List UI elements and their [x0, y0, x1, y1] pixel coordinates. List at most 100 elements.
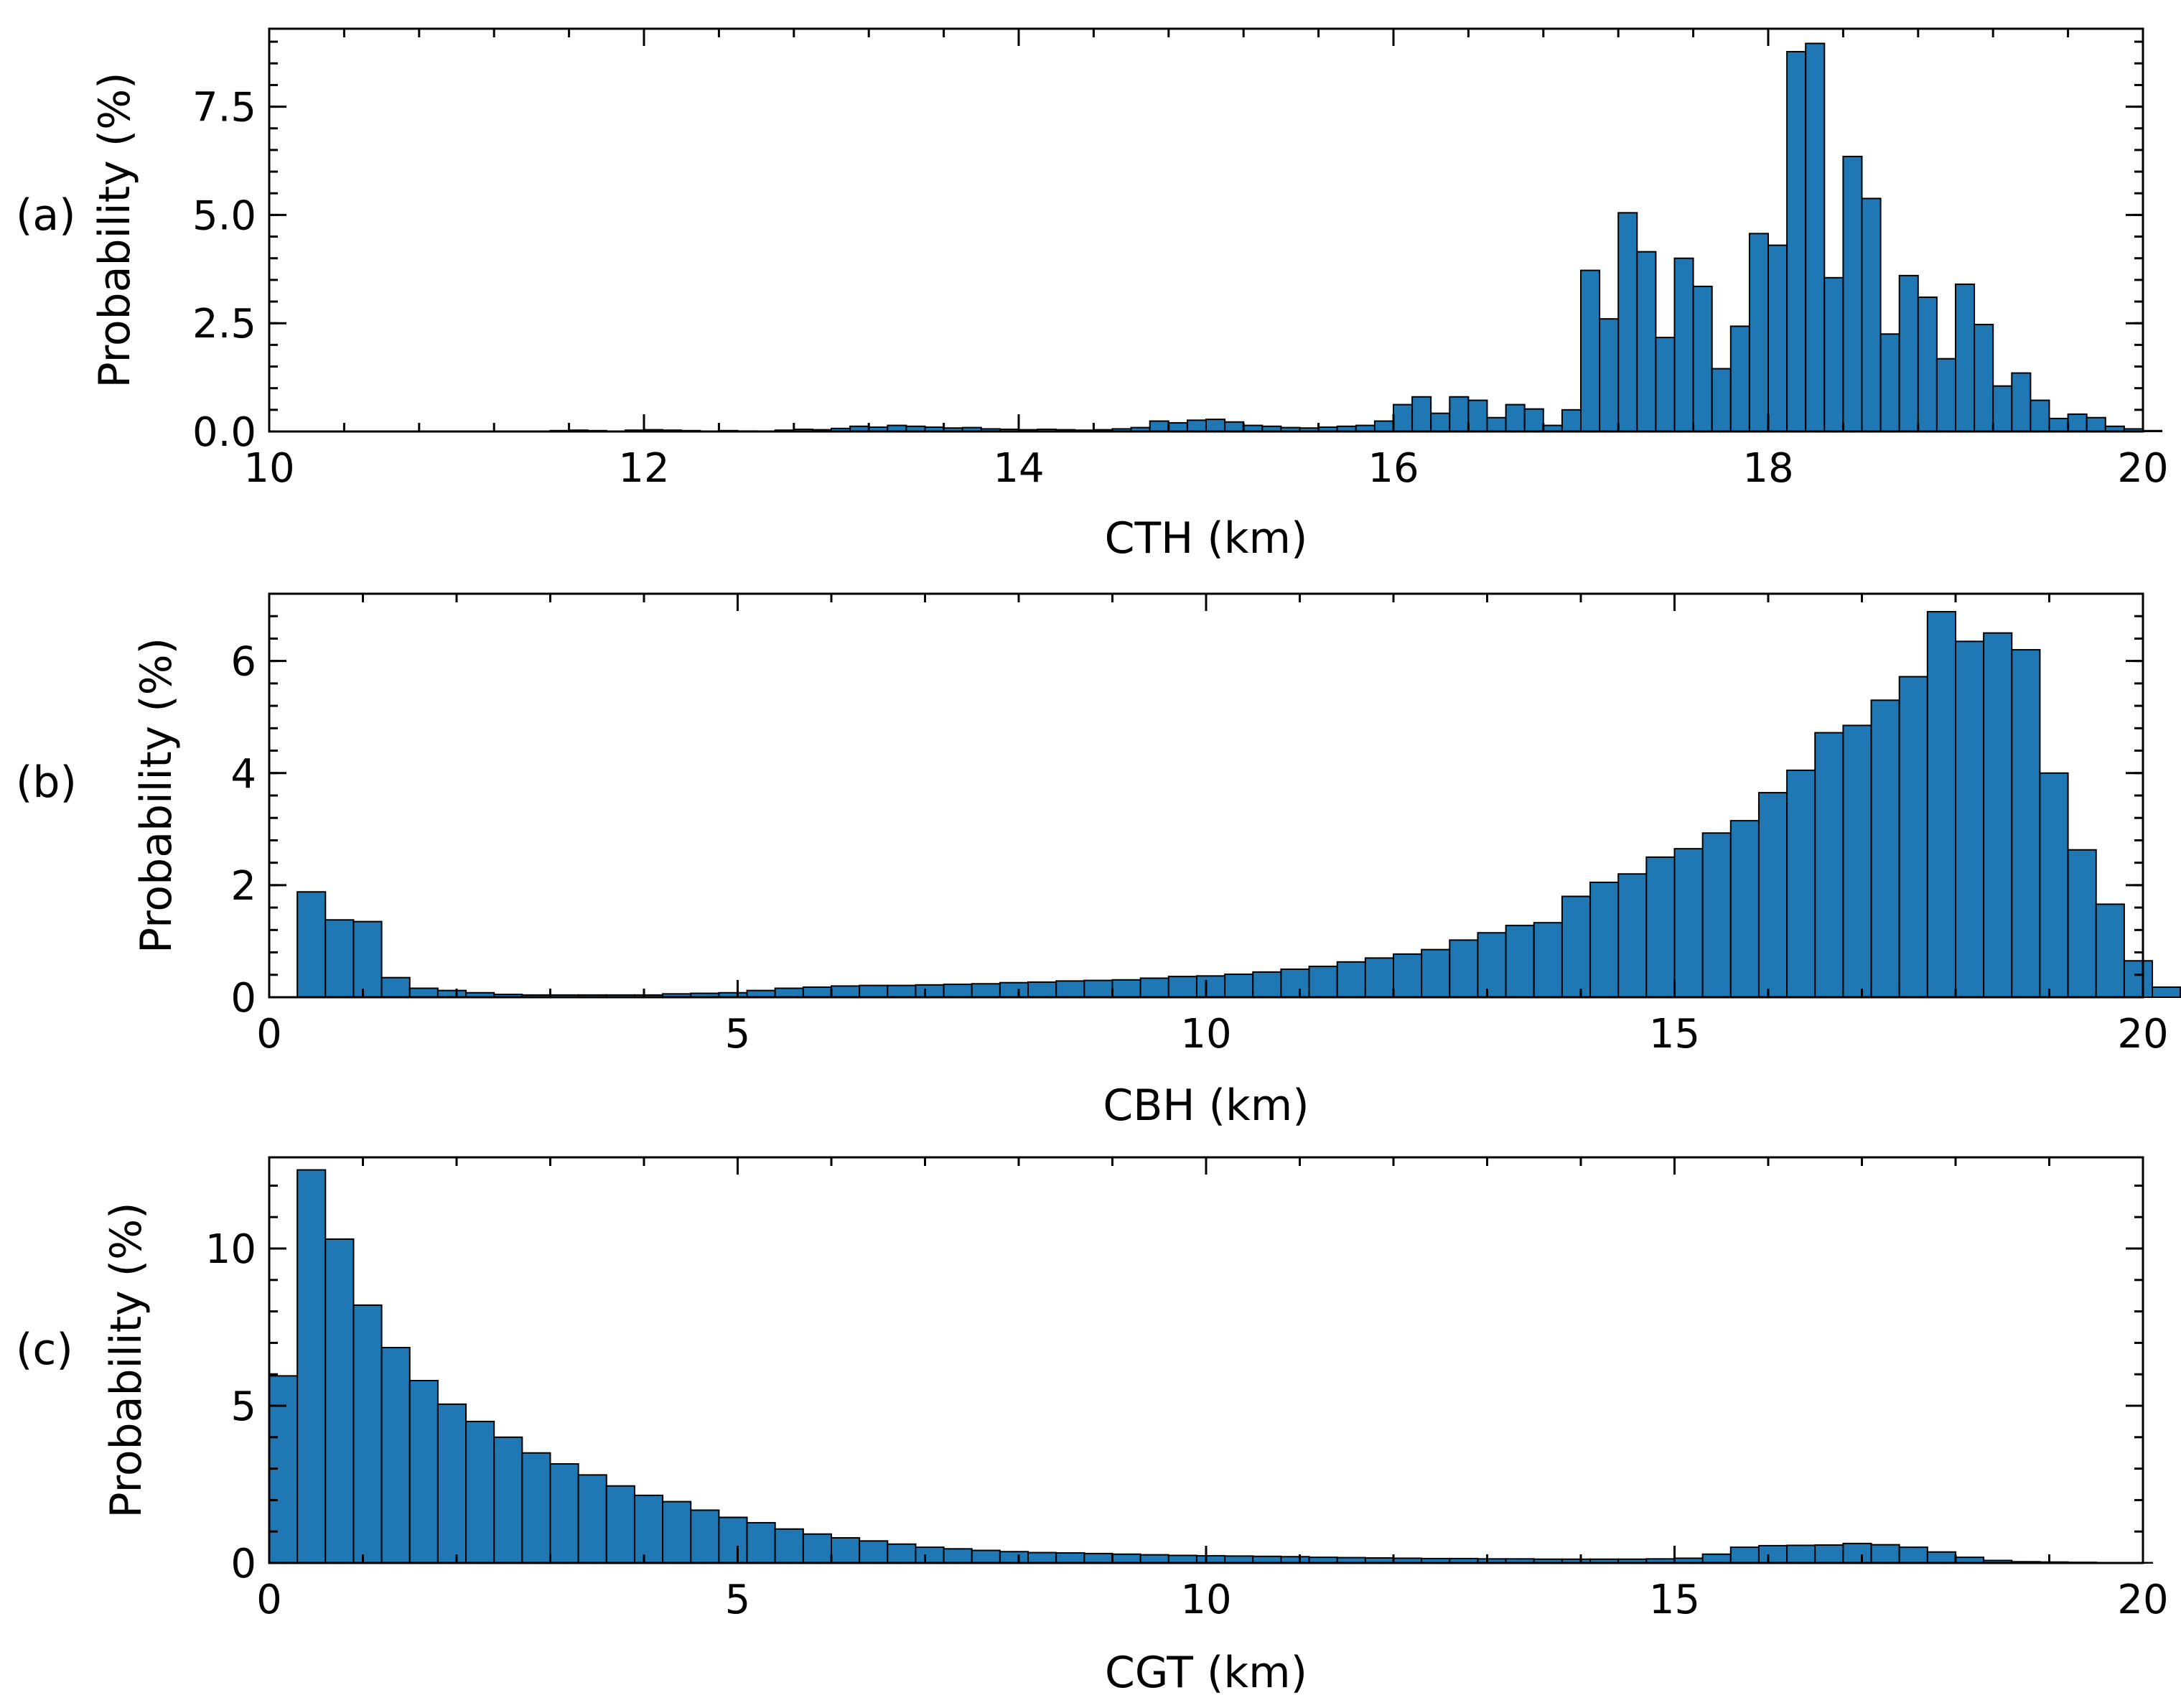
panel-b: 0 5 10 15 20 0 2 4 6 CBH (km) Probability (%) (b): [16, 592, 2181, 1131]
bar: [1974, 324, 1994, 432]
panel-c: 0 5 10 15 20 0 5 10 CGT (km) Probability (%) (c): [16, 1156, 2169, 1698]
bar: [1992, 385, 2013, 432]
x-tick-label: 10: [1180, 1577, 1231, 1623]
bar: [521, 1452, 551, 1564]
bar: [999, 1551, 1029, 1564]
bar: [1983, 632, 2013, 998]
bar: [1421, 948, 1451, 999]
bar-series: [268, 1169, 2154, 1564]
bar: [1083, 979, 1113, 998]
bar: [1055, 1551, 1085, 1564]
x-axis-label: CTH (km): [1105, 513, 1308, 564]
bar: [2123, 960, 2154, 999]
bar: [493, 1436, 523, 1564]
x-tick-label: 20: [2117, 445, 2168, 492]
bar: [1655, 337, 1676, 432]
bar: [380, 976, 411, 999]
x-tick-label: 15: [1649, 1011, 1700, 1058]
bar: [1917, 297, 1938, 432]
bar: [1786, 50, 1807, 433]
bar: [1729, 1546, 1760, 1564]
bar: [1280, 968, 1310, 998]
bar: [1673, 257, 1694, 432]
bar: [1167, 421, 1188, 433]
bar: [2067, 849, 2097, 998]
bar: [1711, 368, 1732, 433]
bar: [1842, 724, 1872, 998]
bar: [1842, 1542, 1872, 1564]
bar: [1823, 276, 1844, 432]
bar: [1393, 953, 1423, 999]
bar: [577, 1474, 607, 1564]
bar: [1224, 974, 1254, 998]
bar: [1757, 792, 1788, 998]
bar: [1308, 966, 1338, 998]
bar: [605, 1485, 635, 1564]
x-tick-label: 10: [243, 445, 294, 492]
bar: [1599, 318, 1620, 432]
bar: [352, 920, 383, 999]
bar: [1224, 421, 1245, 432]
bar: [1879, 333, 1900, 432]
bar: [971, 1549, 1001, 1564]
bar: [831, 1536, 861, 1564]
bar: [1589, 881, 1620, 998]
bar: [1139, 977, 1169, 998]
bar: [1580, 269, 1601, 432]
panel-a: 10 12 14 16 18 20 0.0 2.5 5.0 7.5 CTH (km) Probabil…: [16, 27, 2169, 564]
bar: [1842, 155, 1863, 432]
bar: [1393, 403, 1414, 432]
bar: [1449, 939, 1479, 999]
y-tick-label: 5.0: [192, 192, 256, 239]
bar: [1027, 981, 1057, 999]
bar: [774, 987, 804, 999]
bar: [718, 1516, 748, 1564]
bar: [2030, 399, 2050, 433]
y-axis-label: Probability (%): [90, 72, 140, 388]
bar: [1861, 197, 1882, 432]
panel-label: (b): [16, 757, 77, 808]
bar: [324, 919, 355, 999]
bar: [1898, 1546, 1928, 1564]
bar: [1729, 820, 1760, 999]
bar: [1505, 403, 1526, 432]
bar: [2067, 413, 2088, 432]
bar: [2048, 417, 2069, 433]
bar: [887, 984, 917, 998]
x-tick-label: 5: [725, 1011, 751, 1058]
bar: [1898, 676, 1928, 999]
bar: [1926, 610, 1957, 998]
x-axis-label: CGT (km): [1105, 1648, 1307, 1698]
bar: [1111, 979, 1141, 999]
x-tick-label: 16: [1368, 445, 1419, 492]
bar: [1701, 832, 1732, 999]
y-tick-label: 0: [230, 1541, 256, 1587]
bar: [2095, 903, 2125, 999]
bar: [774, 1528, 804, 1564]
bar: [943, 1548, 973, 1564]
bar: [1561, 409, 1582, 433]
bar: [1486, 416, 1507, 433]
bar: [1870, 1544, 1900, 1564]
bar: [1055, 980, 1085, 998]
panel-label: (c): [16, 1325, 73, 1375]
x-tick-label: 5: [725, 1577, 751, 1623]
bar: [1467, 399, 1488, 433]
bar: [1195, 1554, 1226, 1564]
x-tick-label: 10: [1180, 1011, 1231, 1058]
bar: [296, 1169, 327, 1564]
bar: [1617, 873, 1648, 999]
bar: [1926, 1551, 1957, 1564]
x-tick-label: 14: [993, 445, 1044, 492]
bar: [1373, 420, 1395, 433]
bar: [802, 986, 832, 998]
bar: [1027, 1551, 1057, 1564]
y-tick-label: 0.0: [192, 409, 256, 456]
bar: [1205, 419, 1226, 432]
bar: [324, 1238, 355, 1564]
bar: [1673, 848, 1704, 999]
bar: [1701, 1553, 1732, 1564]
bar: [943, 984, 973, 999]
y-tick-label: 5: [230, 1383, 256, 1430]
bar: [436, 1403, 467, 1564]
